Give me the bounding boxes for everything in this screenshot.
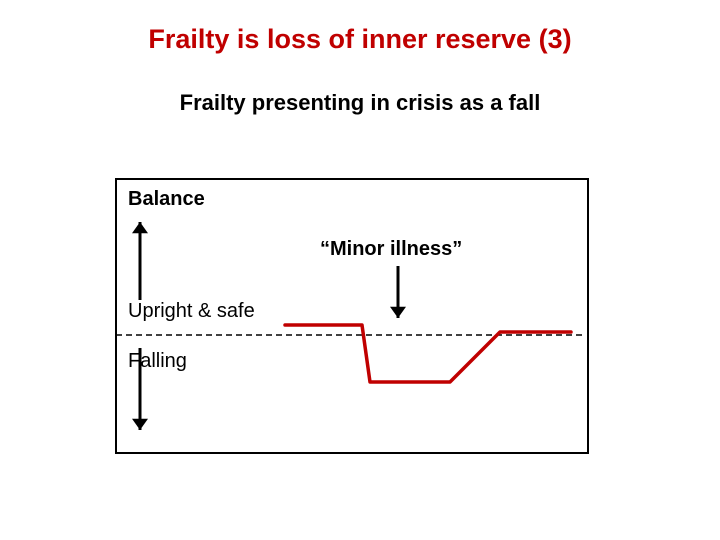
trajectory-line <box>285 325 571 382</box>
arrow-down <box>132 348 148 430</box>
slide: Frailty is loss of inner reserve (3) Fra… <box>0 0 720 540</box>
arrow-event <box>390 266 406 318</box>
chart-svg <box>0 0 720 540</box>
arrow-up <box>132 222 148 300</box>
